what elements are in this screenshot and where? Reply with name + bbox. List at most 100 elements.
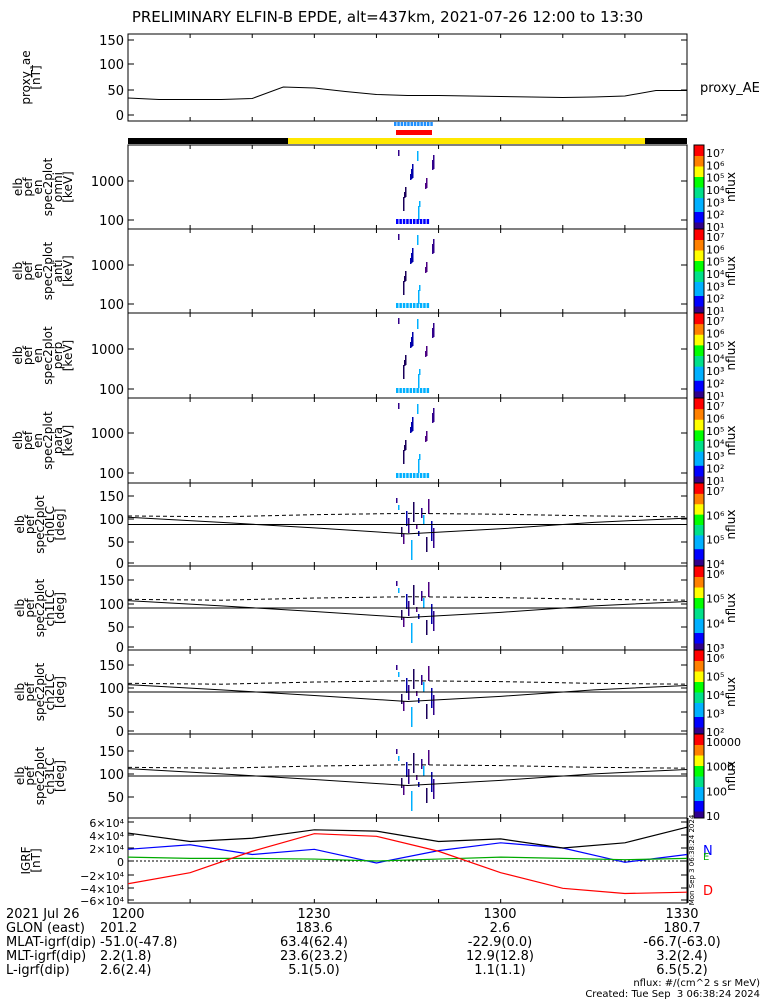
spectrogram-pixel <box>396 219 399 224</box>
spectrogram-pixel <box>410 258 412 264</box>
colorbar-tick-label: 10³ <box>706 642 724 655</box>
spectrogram-pixel <box>401 778 403 788</box>
colorbar-tick-label: 10⁵ <box>706 671 724 684</box>
y-axis-label: pef <box>23 598 37 618</box>
spectrogram-pixel <box>416 303 419 308</box>
y-axis-label: proxy_ae <box>19 50 33 104</box>
science-zone-marker <box>427 122 430 126</box>
colorbar-segment <box>694 444 704 449</box>
spectrogram-pixel <box>433 155 435 169</box>
spectrogram-pixel <box>426 788 428 803</box>
colorbar-segment <box>694 671 704 675</box>
colorbar-segment <box>694 531 704 536</box>
colorbar-segment <box>694 394 704 399</box>
colorbar-segment <box>694 706 704 710</box>
science-zone-marker <box>423 122 427 126</box>
y-axis-label: elb <box>11 178 25 196</box>
y-tick-label: 100 <box>99 682 124 697</box>
panel-frame <box>127 144 688 230</box>
y-tick-label: 6×10⁴ <box>89 817 124 830</box>
spectrogram-pixel <box>418 290 420 304</box>
colorbar-segment <box>694 685 704 689</box>
spectrogram-pixel <box>412 417 414 431</box>
colorbar-segment <box>694 302 704 307</box>
y-tick-label: 100 <box>99 513 124 528</box>
spectrogram-pixel <box>428 666 430 681</box>
colorbar-segment <box>694 615 704 619</box>
spectrogram-pixel <box>403 365 405 379</box>
spectrogram-pixel <box>396 498 398 503</box>
spectrogram-pixel <box>416 607 418 612</box>
colorbar-segment <box>694 401 704 406</box>
y-axis-label: [keV] <box>61 255 75 286</box>
y-axis-label: pef <box>23 514 37 534</box>
spectrogram-pixel <box>432 413 434 423</box>
spectrogram-pixel <box>412 164 414 178</box>
y-axis-label: pef <box>21 430 35 450</box>
y-axis-label: spec2plot <box>33 495 47 554</box>
spectrogram-pixel <box>419 201 421 207</box>
colorbar-segment <box>694 590 704 595</box>
y-axis-label: ch0LC <box>43 506 57 543</box>
colorbar-tick-label: 10000 <box>706 736 741 749</box>
colorbar-segment <box>694 744 704 749</box>
spectrogram-pixel <box>410 342 412 348</box>
spectrogram-pixel <box>406 594 408 609</box>
colorbar-segment <box>694 440 704 445</box>
science-zone-marker <box>420 122 423 126</box>
colorbar-tick-label: 10³ <box>706 708 724 721</box>
colorbar-tick-label: 10 <box>706 810 720 823</box>
colorbar-segment <box>694 159 704 163</box>
colorbar-tick-label: 10⁷ <box>706 147 724 160</box>
spectrogram-pixel <box>403 450 405 464</box>
y-tick-label: 50 <box>107 706 124 721</box>
colorbar-segment <box>694 503 704 508</box>
y-axis-label: pef <box>21 345 35 365</box>
colorbar-tick-label: 10³ <box>706 365 724 378</box>
colorbar-segment <box>694 264 704 268</box>
y-tick-label: 100 <box>99 214 124 229</box>
y-tick-label: 100 <box>99 298 124 313</box>
y-tick-label: 100 <box>99 598 124 613</box>
footer-row-value: 180.7 <box>663 921 701 936</box>
colorbar-segment <box>694 376 704 381</box>
colorbar-segment <box>694 758 704 763</box>
colorbar-segment <box>694 260 704 265</box>
colorbar-segment <box>694 246 704 251</box>
colorbar-segment <box>694 555 704 560</box>
spectrogram-pixel <box>413 388 416 393</box>
panel-frame <box>127 228 688 314</box>
spectrogram-pixel <box>405 355 407 365</box>
colorbar-segment <box>694 236 704 240</box>
colorbar-segment <box>694 786 704 791</box>
colorbar-segment <box>694 253 704 258</box>
spectrogram-pixel <box>419 454 421 460</box>
spectrogram-pixel <box>402 473 406 478</box>
colorbar-segment <box>694 390 704 395</box>
colorbar-segment <box>694 274 704 279</box>
colorbar-segment <box>694 232 704 237</box>
spectrogram-pixel <box>433 528 435 548</box>
igrf-legend-E: E <box>703 852 709 863</box>
spectrogram-pixel <box>396 665 398 670</box>
colorbar-segment <box>694 559 704 564</box>
colorbar-tick-label: 10⁶ <box>706 568 725 581</box>
y-tick-label: 4×10⁴ <box>89 830 124 843</box>
colorbar-segment <box>694 285 704 289</box>
y-axis-label: elb <box>13 599 27 617</box>
colorbar-segment <box>694 751 704 756</box>
footer-row-value: 1300 <box>483 907 517 922</box>
colorbar-segment <box>694 699 704 703</box>
colorbar-segment <box>694 433 704 438</box>
colorbar-segment <box>694 348 704 353</box>
spectrogram-pixel <box>413 753 415 773</box>
science-zone-marker <box>400 122 404 126</box>
colorbar-segment <box>694 197 704 202</box>
colorbar-segment <box>694 517 704 522</box>
y-axis-label: ch1LC <box>43 590 57 627</box>
spectrogram-pixel <box>423 766 425 776</box>
spectrogram-pixel <box>433 323 435 337</box>
colorbar-segment <box>694 239 704 244</box>
proxy-ae-legend: proxy_AE <box>700 81 760 96</box>
colorbar-tick-label: 10⁶ <box>706 509 725 522</box>
